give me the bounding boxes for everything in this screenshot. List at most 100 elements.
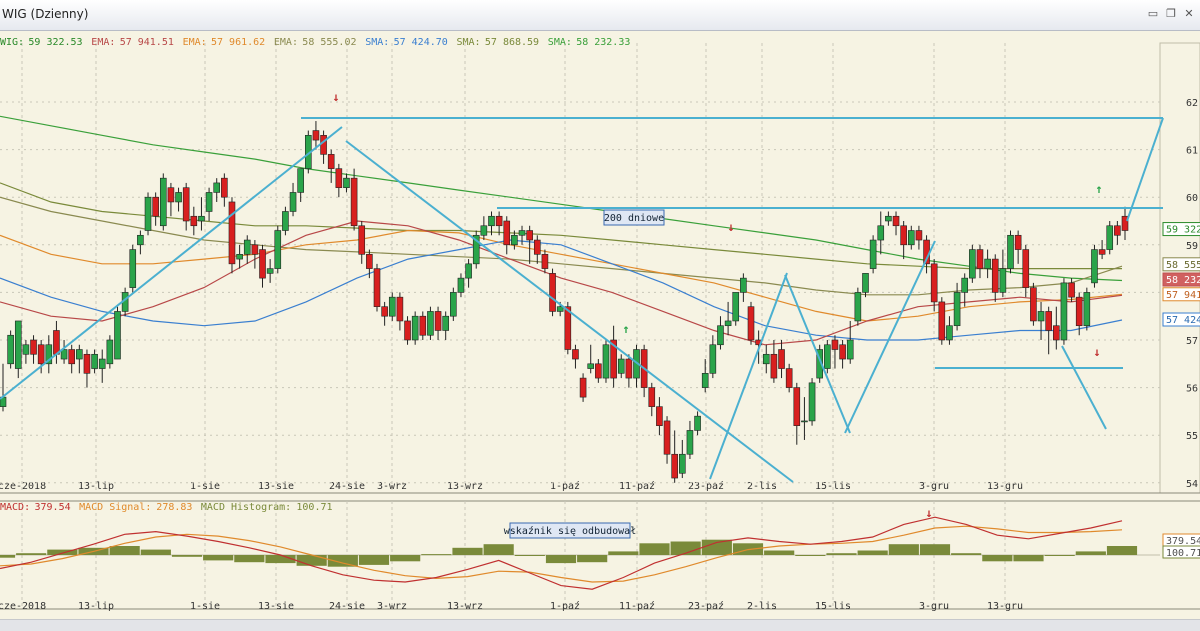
macd-legend-label: MACD Signal: [79, 502, 151, 513]
y-tick-label: 62 [1186, 98, 1198, 109]
candle-body [915, 230, 923, 241]
candle-body [610, 339, 617, 379]
legend-value: 57 868.59 [485, 37, 539, 48]
macd-legend-label: MACD: [0, 502, 30, 513]
price-label-box [1162, 222, 1200, 237]
candle-body [511, 234, 518, 246]
price-label-box [1162, 287, 1200, 302]
price-label-box [1162, 257, 1200, 272]
y-tick-label: 56 [1186, 384, 1198, 395]
minimize-icon[interactable]: ▭ [1147, 7, 1159, 20]
candle-body [1007, 234, 1014, 269]
candle-body [709, 344, 717, 374]
candle-body [892, 215, 900, 227]
candle-body [343, 177, 350, 188]
candle-body [167, 187, 175, 203]
trendline [844, 240, 936, 434]
trendline [784, 274, 851, 434]
candle-body [969, 249, 976, 279]
candle-body [854, 292, 862, 322]
annotation-box [603, 209, 665, 226]
annotation-box [509, 522, 631, 539]
y-tick-label: 57 [1186, 336, 1198, 347]
candle-body [1060, 282, 1068, 341]
x-tick-label: 13-gru [987, 481, 1023, 492]
candle-body [862, 273, 869, 293]
macd-line [0, 516, 1123, 590]
candle-body [411, 315, 419, 341]
x-tick-label: 3-gru [919, 601, 949, 612]
candle-body [76, 349, 83, 360]
legend-value: 57 941.51 [120, 37, 174, 48]
macd-histogram-bar [421, 554, 452, 556]
candle-body [579, 377, 587, 398]
signal-arrow-icon: ↑ [1095, 182, 1102, 196]
macd-histogram-bar [951, 553, 982, 555]
candle-body [717, 325, 724, 346]
x-tick-label: 24-sie [329, 481, 365, 492]
trendline [1061, 345, 1107, 430]
candle-body [221, 177, 228, 198]
macd-histogram-bar [203, 555, 234, 561]
candle-body [137, 234, 144, 246]
trendline [0, 126, 343, 400]
candle-body [472, 234, 480, 265]
macd-histogram-bar [16, 553, 47, 555]
candle-body [396, 296, 404, 322]
macd-histogram-bar [764, 550, 795, 555]
price-chart[interactable]: cze-2018 cze-2018 13-lip 13-lip 1-sie 1-sie 13… [0, 31, 1200, 619]
candle-body [778, 349, 785, 369]
x-tick-label: 23-paź [688, 600, 724, 612]
candle-body [159, 177, 167, 227]
candle-body [793, 387, 801, 426]
candle-body [381, 306, 388, 317]
candle-body [816, 349, 823, 379]
macd-legend-value: 278.83 [156, 502, 192, 513]
candle-body [14, 320, 22, 369]
chart-area[interactable]: cze-2018 cze-2018 13-lip 13-lip 1-sie 1-sie 13… [0, 31, 1200, 619]
signal-arrow-icon: ↓ [332, 90, 339, 104]
candle-body [1121, 215, 1129, 231]
macd-histogram-bar [888, 544, 919, 555]
close-icon[interactable]: ✕ [1184, 7, 1194, 20]
candle-body [946, 325, 953, 341]
candle-body [205, 192, 213, 212]
candle-body [129, 249, 137, 288]
restore-icon[interactable]: ❐ [1166, 7, 1176, 20]
candle-body [1098, 249, 1106, 255]
price-label: 57 424 [1166, 315, 1200, 326]
candle-body [1091, 249, 1098, 284]
candle-body [327, 154, 335, 169]
candle-body [114, 311, 121, 360]
candle-body [1037, 311, 1045, 322]
signal-arrow-icon: ↑ [622, 322, 629, 336]
candle-body [106, 339, 114, 365]
x-tick-label: 13-sie [258, 601, 294, 612]
macd-legend-value: 379.54 [35, 502, 71, 513]
macd-label: 100.71 [1166, 548, 1200, 559]
y-tick-label: 61 [1186, 146, 1198, 157]
macd-histogram-bar [670, 541, 701, 555]
candle-body [434, 311, 442, 331]
candle-body [991, 258, 999, 293]
candle-body [1053, 325, 1060, 341]
y-tick-label: 55 [1186, 431, 1198, 442]
candle-body [572, 349, 579, 360]
macd-histogram-bar [390, 555, 421, 562]
candle-body [602, 344, 610, 379]
candle-body [686, 430, 694, 455]
candle-body [358, 225, 366, 255]
x-tick-label: cze-2018 [0, 481, 46, 492]
trendline [1126, 117, 1164, 222]
candle-body [801, 420, 808, 423]
candle-body [335, 168, 343, 188]
candle-body [839, 344, 846, 360]
candle-body [625, 358, 633, 379]
price-label: 57 941 [1166, 290, 1200, 301]
candle-body [83, 353, 91, 374]
candle-body [373, 268, 381, 307]
y-tick-label: 54 [1186, 479, 1198, 490]
candle-body [1106, 225, 1114, 250]
candle-body [808, 382, 816, 422]
candle-body [152, 196, 159, 217]
